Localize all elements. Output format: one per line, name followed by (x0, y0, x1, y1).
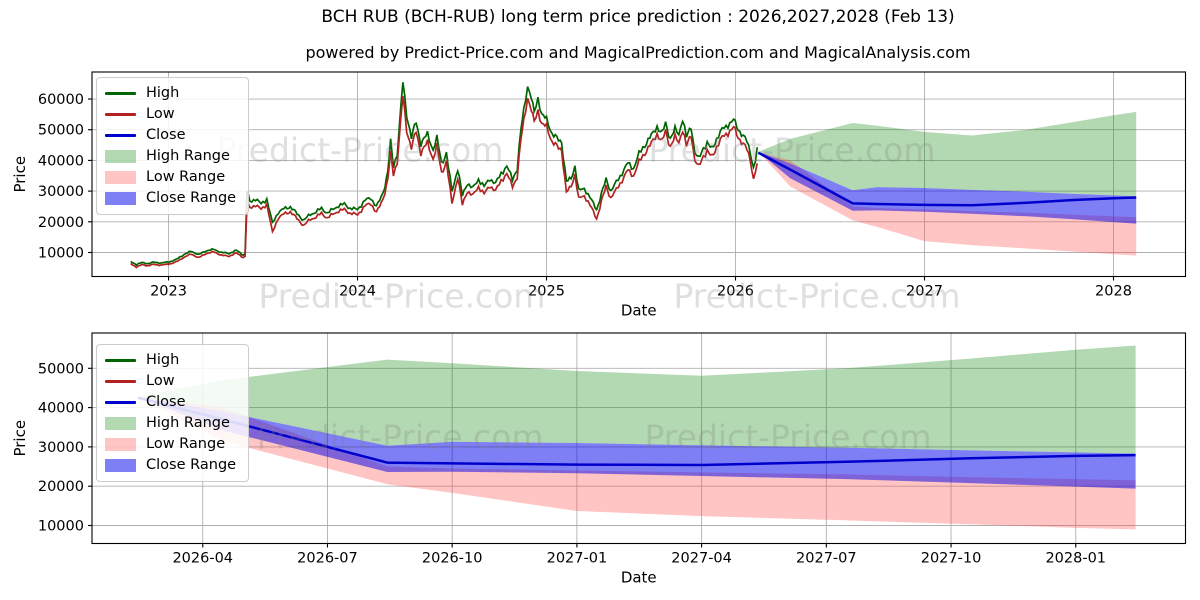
legend-label: Low (146, 373, 175, 389)
y-tick-label: 10000 (38, 518, 84, 534)
close-range-band (758, 151, 1137, 224)
y-tick-label: 10000 (38, 245, 84, 261)
high-range-band (758, 111, 1137, 197)
legend-label: Low Range (146, 436, 226, 452)
close-range-band (137, 396, 1136, 489)
x-tick-label: 2027-07 (796, 551, 857, 567)
y-tick-label: 50000 (38, 123, 84, 139)
y-tick-label: 50000 (38, 361, 84, 377)
y-axis-label: Price (11, 156, 29, 193)
x-tick-label: 2026 (717, 284, 754, 300)
x-tick-label: 2024 (339, 284, 376, 300)
x-tick-label: 2027-01 (547, 551, 608, 567)
x-tick-label: 2028 (1095, 284, 1132, 300)
y-axis-label: Price (11, 420, 29, 457)
legend-line-swatch (105, 134, 136, 137)
x-tick-label: 2023 (150, 284, 187, 300)
x-axis-label: Date (621, 302, 657, 320)
legend-label: High Range (146, 148, 230, 164)
legend-label: Close (146, 127, 186, 143)
legend-line-swatch (105, 380, 136, 383)
legend-label: Low Range (146, 169, 226, 185)
x-tick-label: 2027-04 (671, 551, 732, 567)
x-tick-label: 2026-04 (172, 551, 233, 567)
legend-patch-swatch (105, 150, 136, 163)
x-axis-label: Date (621, 569, 657, 587)
legend-item-high: High (105, 350, 236, 371)
legend-patch-swatch (105, 459, 136, 472)
legend-item-low: Low (105, 104, 236, 125)
legend-patch-swatch (105, 417, 136, 430)
legend-item-high: High (105, 83, 236, 104)
x-tick-label: 2026-10 (422, 551, 483, 567)
legend-item-low: Low (105, 371, 236, 392)
legend-line-swatch (105, 113, 136, 116)
legend-label: Close (146, 394, 186, 410)
high-line (130, 82, 759, 267)
legend-label: High Range (146, 415, 230, 431)
legend-item-close: Close (105, 392, 236, 413)
legend-item-low-range: Low Range (105, 167, 236, 188)
low-range-band (758, 151, 1137, 256)
close-line (137, 396, 1136, 467)
legend-label: Close Range (146, 457, 237, 473)
legend-label: High (146, 352, 180, 368)
legend-item-close: Close (105, 125, 236, 146)
low-line (130, 95, 759, 269)
y-tick-label: 20000 (38, 479, 84, 495)
legend-item-high-range: High Range (105, 413, 236, 434)
y-tick-label: 20000 (38, 215, 84, 231)
legend-patch-swatch (105, 192, 136, 205)
legend-label: Close Range (146, 190, 237, 206)
legend-item-low-range: Low Range (105, 434, 236, 455)
x-tick-label: 2027-10 (921, 551, 982, 567)
chart-subtitle: powered by Predict-Price.com and Magical… (305, 43, 971, 62)
x-tick-label: 2026-07 (297, 551, 358, 567)
y-tick-label: 60000 (38, 92, 84, 108)
low-range-band (137, 396, 1136, 530)
high-range-band (137, 345, 1136, 454)
legend-line-swatch (105, 92, 136, 95)
legend-patch-swatch (105, 171, 136, 184)
legend-item-high-range: High Range (105, 146, 236, 167)
prediction-detail-chart: 2026-04 2026-07 2026-10 2027-01 2027-04 2027-… (11, 332, 1187, 587)
prediction-detail-legend: High Low Close High Range Low Range Close Ran… (96, 344, 250, 482)
legend-label: High (146, 85, 180, 101)
chart-title: BCH RUB (BCH-RUB) long term price predic… (321, 7, 955, 27)
legend-item-close-range: Close Range (105, 455, 236, 476)
x-tick-label: 2025 (528, 284, 565, 300)
legend-patch-swatch (105, 438, 136, 451)
plot-border (91, 332, 1187, 545)
y-tick-label: 40000 (38, 153, 84, 169)
legend-line-swatch (105, 401, 136, 404)
y-tick-label: 30000 (38, 184, 84, 200)
legend-item-close-range: Close Range (105, 188, 236, 209)
long-term-chart: 2023 2024 2025 2026 2027 2028 10000 20000 30000 4… (11, 71, 1187, 320)
close-line (757, 151, 1137, 207)
x-tick-label: 2027 (906, 284, 943, 300)
x-tick-label: 2028-01 (1045, 551, 1106, 567)
plot-border (91, 71, 1187, 278)
y-tick-label: 30000 (38, 440, 84, 456)
legend-line-swatch (105, 359, 136, 362)
legend-label: Low (146, 106, 175, 122)
y-tick-label: 40000 (38, 401, 84, 417)
long-term-legend: High Low Close High Range Low Range Close Ran… (96, 77, 250, 215)
